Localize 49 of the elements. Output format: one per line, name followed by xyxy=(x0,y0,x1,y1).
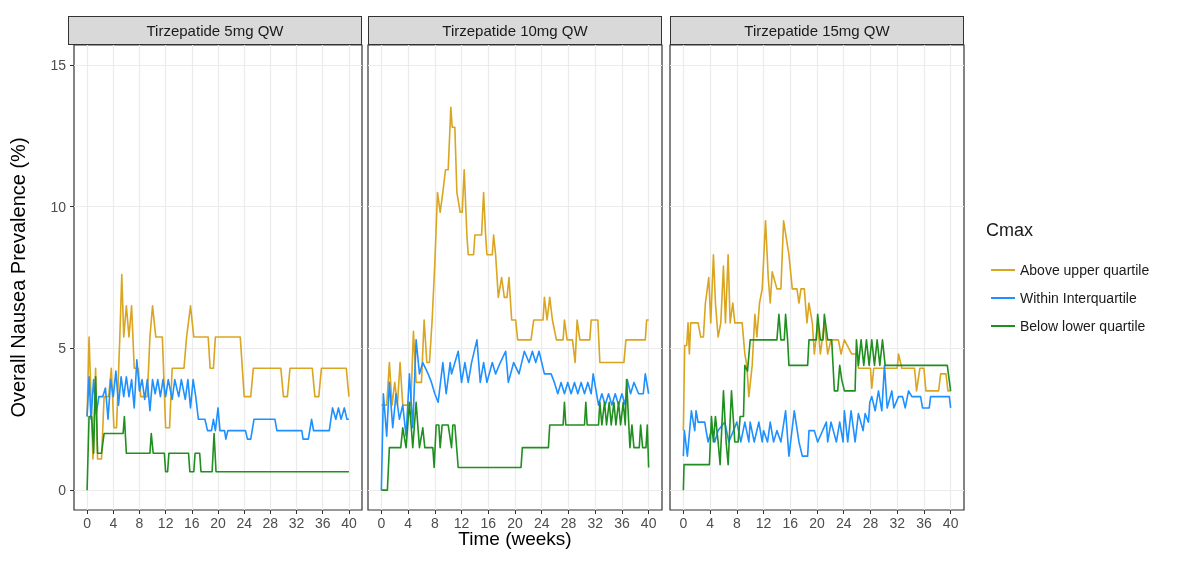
x-tick-label: 32 xyxy=(288,515,305,531)
x-tick-label: 16 xyxy=(782,515,799,531)
x-tick-label: 0 xyxy=(377,515,386,531)
x-tick-label: 36 xyxy=(916,515,932,531)
line-series xyxy=(86,375,350,491)
legend-label: Below lower quartile xyxy=(1020,318,1146,334)
x-tick-label: 32 xyxy=(587,515,604,531)
x-tick-label: 24 xyxy=(835,515,852,531)
chart-title: Tirzepatide 15mg QW xyxy=(670,16,964,45)
y-tick-label: 15 xyxy=(50,56,67,73)
x-tick-label: 8 xyxy=(732,515,741,531)
y-tick-label: 5 xyxy=(58,340,67,357)
x-tick-label: 0 xyxy=(83,515,92,531)
y-tick-label: 0 xyxy=(58,482,67,499)
x-tick-label: 16 xyxy=(480,515,497,531)
legend-label: Above upper quartile xyxy=(1020,262,1150,278)
line-series xyxy=(86,273,350,460)
x-tick-label: 40 xyxy=(942,515,959,531)
chart-title: Tirzepatide 5mg QW xyxy=(68,16,362,45)
x-tick-label: 20 xyxy=(210,515,226,531)
x-tick-label: 28 xyxy=(560,515,577,531)
x-tick-label: 24 xyxy=(236,515,253,531)
x-tick-label: 24 xyxy=(533,515,550,531)
x-tick-label: 36 xyxy=(614,515,630,531)
legend-title: Cmax xyxy=(986,220,1034,241)
x-tick-label: 36 xyxy=(314,515,331,531)
y-tick-label: 10 xyxy=(50,198,67,215)
x-tick-label: 28 xyxy=(262,515,279,531)
chart-title: Tirzepatide 10mg QW xyxy=(368,16,662,45)
y-axis-title: Overall Nausea Prevalence (%) xyxy=(7,137,29,418)
legend-label: Within Interquartile xyxy=(1020,290,1137,306)
x-tick-label: 20 xyxy=(507,515,523,531)
x-tick-label: 20 xyxy=(809,515,825,531)
x-tick-label: 4 xyxy=(109,515,118,531)
x-tick-label: 8 xyxy=(135,515,144,531)
x-tick-label: 12 xyxy=(157,515,174,531)
x-tick-label: 28 xyxy=(862,515,879,531)
x-tick-label: 40 xyxy=(640,515,657,531)
x-tick-label: 32 xyxy=(889,515,906,531)
x-axis-title: Time (weeks) xyxy=(458,528,572,549)
x-tick-label: 4 xyxy=(706,515,715,531)
x-tick-label: 40 xyxy=(341,515,357,531)
x-tick-label: 8 xyxy=(430,515,439,531)
x-tick-label: 12 xyxy=(453,515,470,531)
x-tick-label: 16 xyxy=(184,515,200,531)
x-tick-label: 0 xyxy=(679,515,688,531)
x-tick-label: 12 xyxy=(755,515,772,531)
line-series xyxy=(86,358,350,440)
x-tick-label: 4 xyxy=(404,515,413,531)
